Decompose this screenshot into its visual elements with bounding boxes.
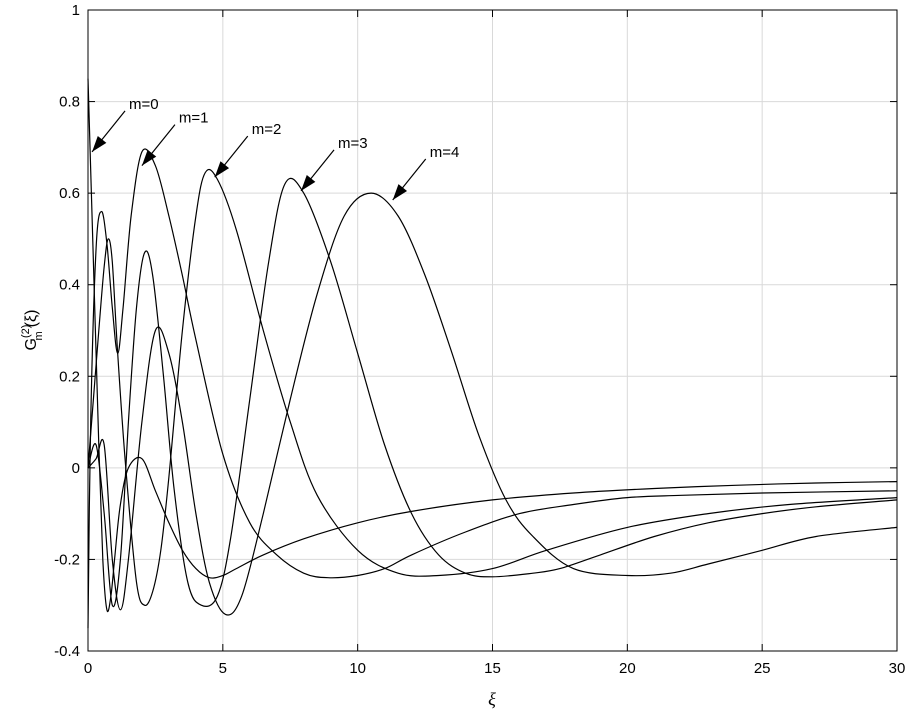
y-label-subscript: m [33, 331, 45, 340]
annotation-label-m4: m=4 [430, 144, 460, 161]
x-tick-label: 5 [219, 660, 227, 677]
annotation-arrowhead [392, 184, 408, 201]
x-tick-label: 10 [349, 660, 366, 677]
x-tick-label: 30 [889, 660, 906, 677]
series-line-m3 [87, 177, 898, 608]
y-label-arg: (ξ) [23, 310, 40, 328]
series-line-m1 [87, 148, 898, 629]
y-tick-label: -0.4 [54, 643, 80, 660]
annotation-arrowhead [301, 174, 316, 191]
series-line-m2 [87, 168, 898, 607]
svg-text:G(2)m(ξ): G(2)m (ξ) [20, 310, 45, 351]
series-line-m0 [87, 78, 898, 613]
ticks: 0 5 10 15 20 25 30 -0.4 -0.2 0 0.2 0.4 0.6 0.8 1 [54, 2, 905, 677]
annotation-label-m2: m=2 [252, 121, 282, 138]
y-axis-label: G(2)m (ξ) [20, 310, 45, 351]
y-tick-label: 0 [72, 460, 80, 477]
y-tick-label: -0.2 [54, 551, 80, 568]
annotation-arrowhead [141, 149, 157, 166]
annotation-arrowhead [214, 161, 230, 178]
x-tick-label: 15 [484, 660, 501, 677]
y-label-superscript: (2) [20, 325, 32, 338]
y-tick-label: 0.4 [59, 277, 80, 294]
y-tick-label: 1 [72, 2, 80, 19]
y-tick-label: 0.8 [59, 94, 80, 111]
annotation-arrowhead [92, 136, 107, 152]
series-line-m4 [87, 192, 898, 616]
y-tick-label: 0.6 [59, 185, 80, 202]
x-tick-label: 25 [754, 660, 771, 677]
annotation-label-m3: m=3 [338, 135, 368, 152]
y-tick-label: 0.2 [59, 368, 80, 385]
x-tick-label: 20 [619, 660, 636, 677]
annotations: m=0 m=1 m=2 m=3 m=4 [91, 96, 460, 201]
y-label-base: G [23, 338, 40, 350]
annotation-label-m1: m=1 [179, 110, 209, 127]
annotation-label-m0: m=0 [129, 96, 159, 113]
series-group [87, 78, 898, 629]
x-axis-label: ξ [488, 689, 496, 709]
x-tick-label: 0 [84, 660, 92, 677]
